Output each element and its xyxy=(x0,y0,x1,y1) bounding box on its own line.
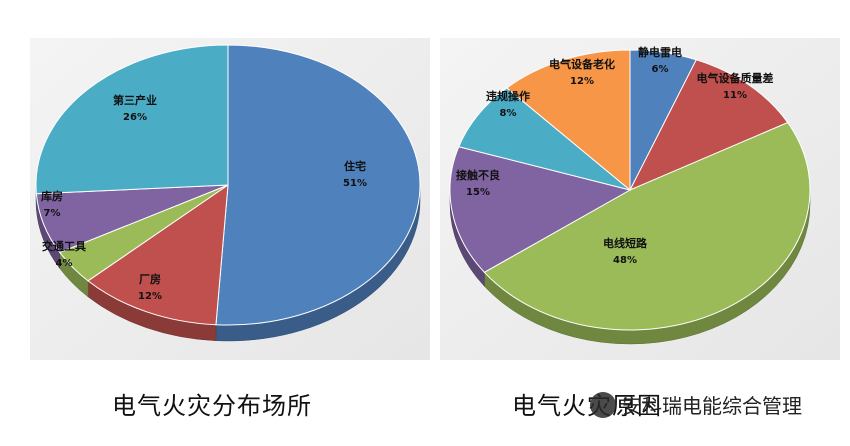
left-chart-title: 电气火灾分布场所 xyxy=(112,386,312,421)
slice-label: 住宅 xyxy=(344,159,366,173)
slice-label: 电气设备质量差 xyxy=(697,71,774,85)
slice-percent-label: 8% xyxy=(500,108,517,119)
slice-percent-label: 15% xyxy=(466,187,490,198)
slice-label: 电线短路 xyxy=(603,236,648,250)
left-pie: 住宅 51% 厂房 12% 交通工具 4% 库房 7% 第三产业 26% xyxy=(36,45,420,341)
wechat-logo-icon xyxy=(590,392,616,418)
slice-label: 电气设备老化 xyxy=(549,57,615,71)
watermark-text: 安科瑞电能综合管理 xyxy=(622,390,802,419)
watermark: 安科瑞电能综合管理 xyxy=(590,390,802,419)
slice-percent-label: 26% xyxy=(123,112,147,123)
slice-percent-label: 4% xyxy=(56,258,73,269)
slice-label: 厂房 xyxy=(139,272,161,286)
slice-percent-label: 51% xyxy=(343,178,367,189)
slice-label: 接触不良 xyxy=(456,168,500,182)
slice-label: 第三产业 xyxy=(113,93,157,107)
slice-percent-label: 12% xyxy=(138,291,162,302)
slice-label: 违规操作 xyxy=(486,89,530,103)
slice-label: 静电雷电 xyxy=(638,45,682,59)
slice-percent-label: 12% xyxy=(570,76,594,87)
slice-percent-label: 48% xyxy=(613,255,637,266)
slice-percent-label: 7% xyxy=(44,208,61,219)
slice-label: 库房 xyxy=(41,189,63,203)
slice-label: 交通工具 xyxy=(42,239,86,253)
slice-percent-label: 11% xyxy=(723,90,747,101)
slice-percent-label: 6% xyxy=(652,64,669,75)
right-pie: 静电雷电 6% 电气设备质量差 11% 电线短路 48% 接触不良 15% 违规操作 8% 电气设备… xyxy=(450,45,810,344)
